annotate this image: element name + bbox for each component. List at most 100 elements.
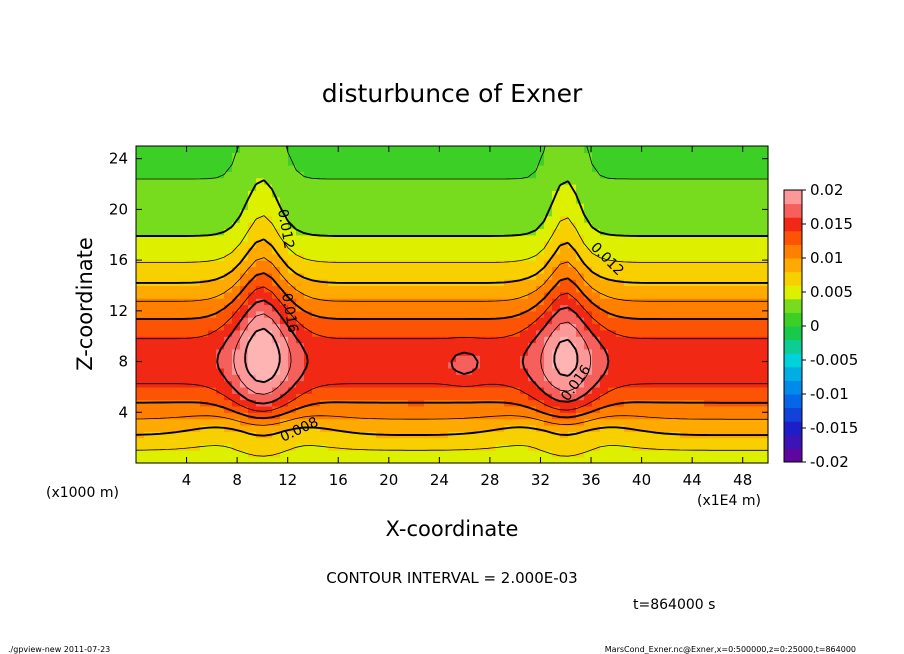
heatmap-cell [384, 266, 393, 274]
heatmap-cell [424, 177, 433, 185]
heatmap-cell [200, 405, 209, 413]
chart-title: disturbunce of Exner [322, 79, 583, 108]
heatmap-cell [760, 374, 769, 382]
heatmap-cell [184, 443, 193, 451]
heatmap-cell [528, 317, 537, 325]
heatmap-cell [296, 266, 305, 274]
heatmap-cell [408, 146, 417, 153]
heatmap-cell [488, 342, 497, 350]
heatmap-cell [352, 247, 361, 255]
heatmap-cell [688, 285, 697, 293]
heatmap-cell [312, 171, 321, 179]
heatmap-cell [152, 234, 161, 242]
heatmap-cell [264, 209, 273, 217]
heatmap-cell [568, 361, 577, 369]
heatmap-cell [160, 367, 169, 375]
heatmap-cell [240, 304, 249, 312]
heatmap-cell [480, 260, 489, 268]
heatmap-cell [760, 317, 769, 325]
heatmap-cell [624, 158, 633, 166]
heatmap-cell [560, 291, 569, 299]
heatmap-cell [184, 171, 193, 179]
heatmap-cell [672, 386, 681, 394]
heatmap-cell [352, 418, 361, 426]
heatmap-cell [744, 367, 753, 375]
heatmap-cell [200, 342, 209, 350]
heatmap-cell [264, 152, 273, 160]
heatmap-cell [136, 443, 145, 451]
heatmap-cell [656, 386, 665, 394]
heatmap-cell [232, 424, 241, 432]
heatmap-cell [240, 260, 249, 268]
heatmap-cell [232, 253, 241, 261]
heatmap-cell [248, 171, 257, 179]
heatmap-cell [760, 443, 769, 451]
heatmap-cell [424, 336, 433, 344]
heatmap-cell [496, 437, 505, 445]
heatmap-cell [600, 348, 609, 356]
heatmap-cell [448, 323, 457, 331]
heatmap-cell [256, 285, 265, 293]
heatmap-cell [304, 456, 313, 464]
heatmap-cell [248, 272, 257, 280]
heatmap-cell [408, 374, 417, 382]
heatmap-cell [224, 304, 233, 312]
heatmap-cell [200, 329, 209, 337]
heatmap-cell [352, 317, 361, 325]
heatmap-cell [312, 323, 321, 331]
heatmap-cell [704, 450, 713, 458]
heatmap-cell [752, 247, 761, 255]
heatmap-cell [560, 317, 569, 325]
heatmap-cell [720, 317, 729, 325]
heatmap-cell [216, 260, 225, 268]
heatmap-cell [648, 203, 657, 210]
heatmap-cell [456, 437, 465, 445]
heatmap-cell [640, 412, 649, 420]
heatmap-cell [312, 158, 321, 166]
heatmap-cell [712, 228, 721, 236]
heatmap-cell [376, 437, 385, 445]
heatmap-cell [400, 158, 409, 166]
heatmap-cell [288, 146, 297, 153]
heatmap-cell [416, 190, 425, 198]
heatmap-cell [144, 412, 153, 420]
heatmap-cell [712, 247, 721, 255]
heatmap-cell [488, 215, 497, 223]
heatmap-cell [496, 374, 505, 382]
heatmap-cell [632, 266, 641, 274]
heatmap-cell [624, 336, 633, 344]
heatmap-cell [240, 431, 249, 439]
heatmap-cell [744, 285, 753, 293]
heatmap-cell [320, 374, 329, 382]
heatmap-cell [568, 336, 577, 344]
heatmap-cell [504, 443, 513, 451]
heatmap-cell [568, 291, 577, 299]
heatmap-cell [488, 355, 497, 363]
heatmap-cell [328, 266, 337, 274]
heatmap-cell [536, 348, 545, 356]
heatmap-cell [488, 361, 497, 369]
heatmap-cell [472, 209, 481, 217]
heatmap-cell [744, 329, 753, 337]
heatmap-cell [408, 291, 417, 299]
heatmap-cell [624, 329, 633, 337]
heatmap-cell [576, 184, 585, 191]
heatmap-cell [352, 374, 361, 382]
heatmap-cell [192, 146, 201, 153]
heatmap-cell [536, 443, 545, 451]
heatmap-cell [608, 146, 617, 153]
heatmap-cell [576, 222, 585, 230]
heatmap-cell [400, 222, 409, 230]
colorbar-segment [784, 271, 802, 286]
heatmap-cell [720, 184, 729, 191]
heatmap-cell [488, 374, 497, 382]
heatmap-cell [664, 386, 673, 394]
y-tick-label: 16 [109, 251, 128, 269]
heatmap-cell [496, 253, 505, 261]
heatmap-cell [208, 317, 217, 325]
heatmap-cell [632, 291, 641, 299]
heatmap-cell [608, 348, 617, 356]
heatmap-cell [232, 152, 241, 160]
heatmap-cell [344, 450, 353, 458]
heatmap-cell [368, 260, 377, 268]
